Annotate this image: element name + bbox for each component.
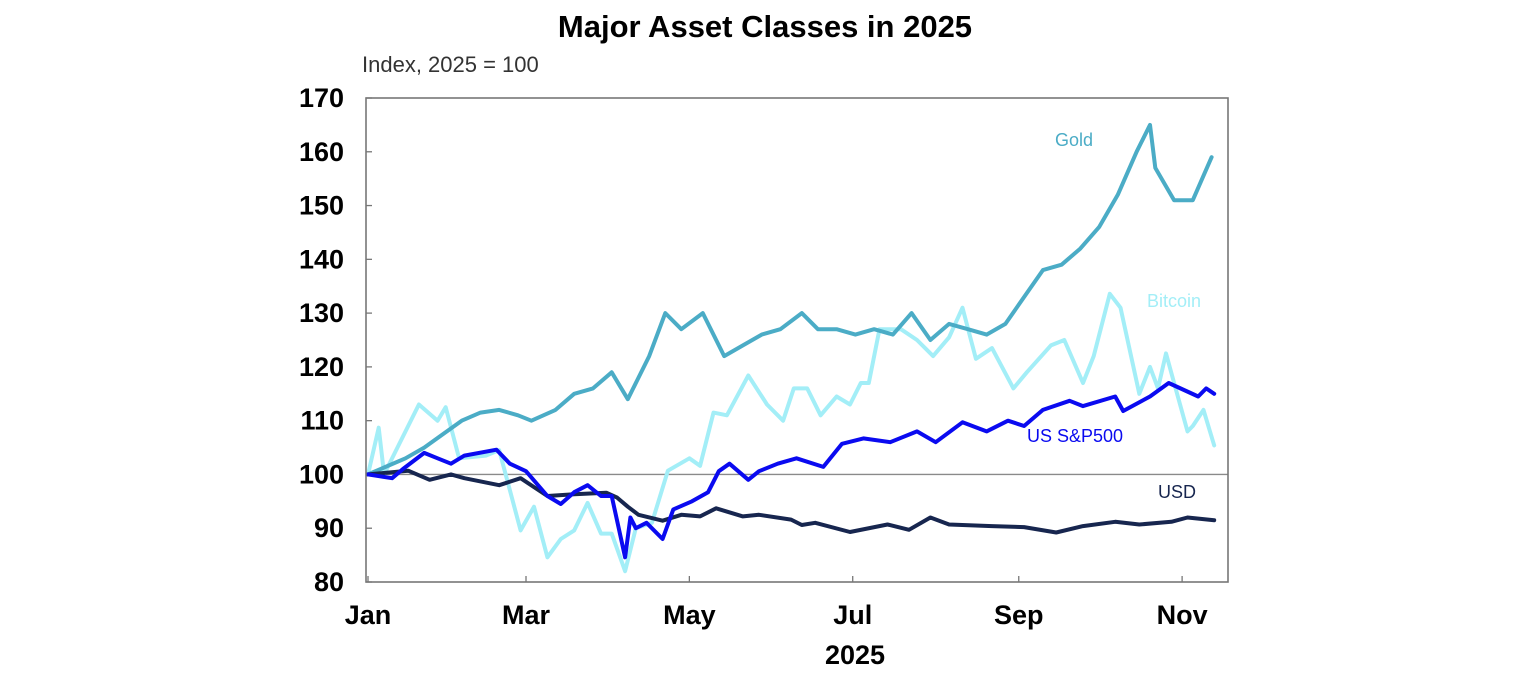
- y-tick-label: 160: [299, 137, 344, 167]
- chart-title: Major Asset Classes in 2025: [558, 9, 972, 44]
- series-line-us-s-p500: [366, 381, 1217, 560]
- series-label: Bitcoin: [1147, 291, 1201, 311]
- series-label: Gold: [1055, 130, 1093, 150]
- y-tick-label: 110: [300, 406, 344, 436]
- y-tick-label: 170: [299, 83, 344, 113]
- y-tick-label: 130: [299, 298, 344, 328]
- y-tick-label: 90: [314, 513, 344, 543]
- series-label: US S&P500: [1027, 426, 1123, 446]
- series-line-gold: [366, 122, 1214, 477]
- plot-frame: [365, 97, 1229, 583]
- x-tick-label: Nov: [1157, 600, 1208, 630]
- x-axis: Jan Mar May Jul Sep Nov: [345, 576, 1208, 630]
- x-tick-label: Mar: [502, 600, 551, 630]
- x-axis-label: 2025: [825, 640, 885, 670]
- y-tick-label: 100: [299, 459, 344, 489]
- x-tick-label: Sep: [994, 600, 1044, 630]
- y-tick-label: 140: [299, 244, 344, 274]
- series-line-usd: [366, 468, 1217, 535]
- series-lines: [366, 122, 1217, 574]
- y-axis: 170 160 150 140 130 120 110 100 90 80: [299, 83, 372, 597]
- y-tick-label: 120: [299, 352, 344, 382]
- y-tick-label: 80: [314, 567, 344, 597]
- x-tick-label: Jul: [833, 600, 872, 630]
- chart-subtitle: Index, 2025 = 100: [362, 52, 539, 77]
- y-tick-label: 150: [299, 191, 344, 221]
- series-label: USD: [1158, 482, 1196, 502]
- series-labels: Gold Bitcoin US S&P500 USD: [1027, 130, 1201, 502]
- x-tick-label: May: [663, 600, 716, 630]
- x-tick-label: Jan: [345, 600, 392, 630]
- series-line-bitcoin: [366, 291, 1217, 574]
